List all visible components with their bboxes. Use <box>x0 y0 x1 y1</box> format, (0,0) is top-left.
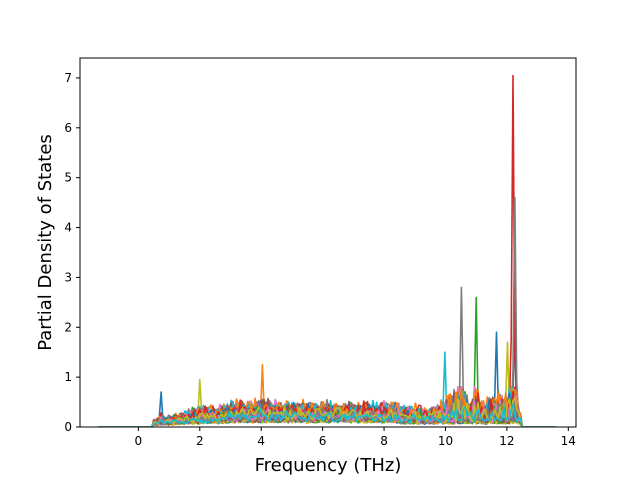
y-tick-label: 0 <box>64 420 72 434</box>
x-axis-ticks: 0 2 4 6 8 10 12 14 <box>135 427 576 448</box>
y-tick-label: 6 <box>64 121 72 135</box>
x-tick-label: 14 <box>561 434 576 448</box>
y-tick-label: 4 <box>64 221 72 235</box>
x-tick-label: 10 <box>438 434 453 448</box>
axes-frame <box>79 57 577 428</box>
x-tick-label: 8 <box>380 434 388 448</box>
y-tick-label: 2 <box>64 320 72 334</box>
y-axis-label: Partial Density of States <box>35 134 56 351</box>
x-tick-label: 0 <box>135 434 143 448</box>
y-tick-label: 7 <box>64 71 72 85</box>
pdos-series-line <box>98 403 556 427</box>
y-tick-label: 3 <box>64 270 72 284</box>
y-tick-label: 5 <box>64 171 72 185</box>
x-tick-label: 2 <box>196 434 204 448</box>
y-tick-label: 1 <box>64 370 72 384</box>
y-axis-ticks: 0 1 2 3 4 5 6 7 <box>64 71 80 434</box>
plot-area <box>98 74 556 427</box>
x-tick-label: 12 <box>499 434 514 448</box>
x-tick-label: 4 <box>257 434 265 448</box>
x-axis-label: Frequency (THz) <box>255 455 402 476</box>
x-tick-label: 6 <box>319 434 327 448</box>
